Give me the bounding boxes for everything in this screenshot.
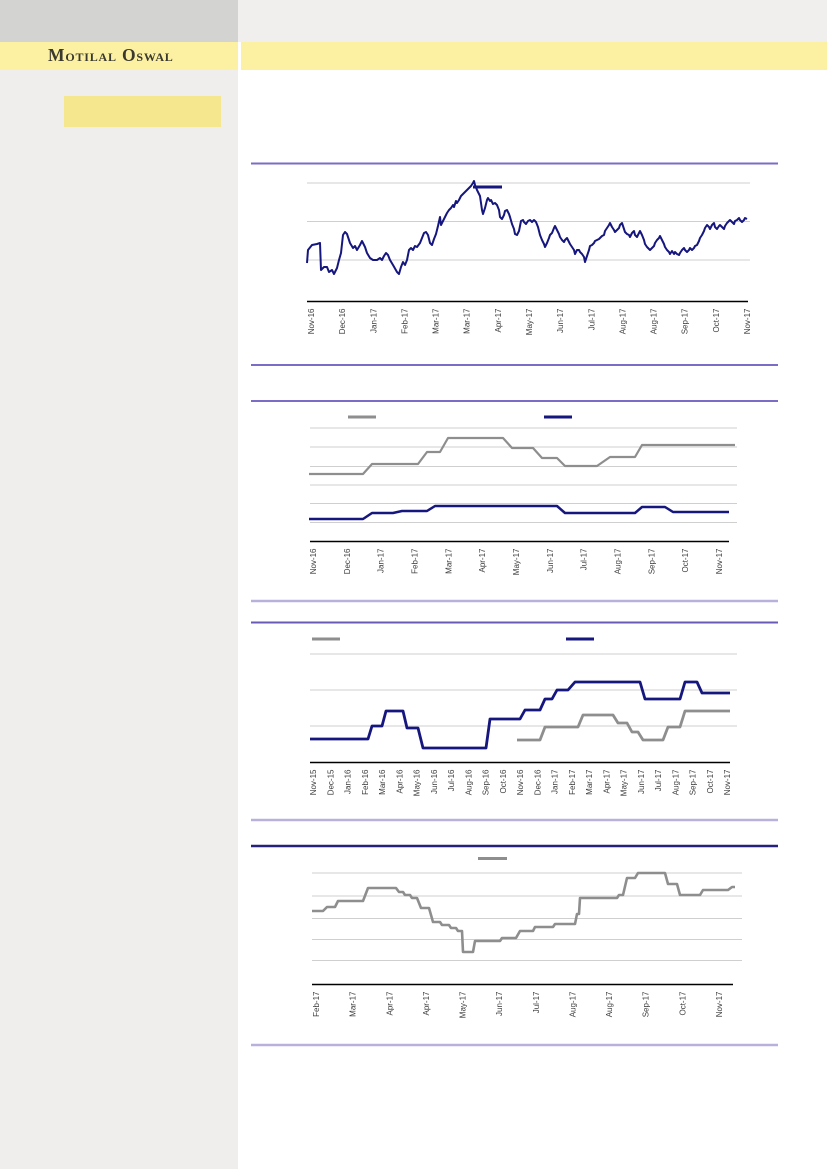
chart3-x-label: Feb-17: [568, 769, 577, 795]
chart3-x-label: Sep-16: [482, 769, 491, 795]
chart1-x-label: Apr-17: [494, 308, 503, 333]
chart4-x-label: Nov-17: [715, 991, 724, 1017]
chart3-x-label: Nov-15: [309, 769, 318, 795]
chart4-series-gray-line: [312, 871, 735, 954]
chart3-x-label: Sep-17: [689, 769, 698, 795]
chart1-series-navy-line: [306, 180, 748, 275]
chart4-x-label: Feb-17: [312, 991, 321, 1017]
chart3-x-label: Aug-17: [671, 769, 680, 795]
chart4-x-label: May-17: [459, 991, 468, 1018]
chart1-x-label: Dec-16: [338, 308, 347, 334]
chart4-x-label: Apr-17: [422, 991, 431, 1016]
chart4-x-label: Apr-17: [385, 991, 394, 1016]
chart3-x-label: Jul-16: [447, 769, 456, 791]
chart3-x-label: Jan-16: [344, 769, 353, 794]
chart2-x-label: Sep-17: [647, 548, 656, 574]
chart3-x-label: May-16: [413, 769, 422, 796]
chart3-x-label: Mar-17: [585, 769, 594, 795]
chart3-series-navy-line: [310, 680, 730, 750]
chart4-x-label: Jun-17: [495, 991, 504, 1016]
chart2-x-label: Jul-17: [580, 548, 589, 570]
chart3-x-label: Oct-16: [499, 769, 508, 794]
chart2-x-label: Jun-17: [546, 548, 555, 573]
chart3-x-label: Jun-16: [430, 769, 439, 794]
chart4-x-label: Aug-17: [605, 991, 614, 1017]
chart3-x-label: Jan-17: [551, 769, 560, 794]
chart2-x-label: Apr-17: [478, 548, 487, 573]
chart3-x-label: Apr-16: [395, 769, 404, 794]
chart2-x-label: Dec-16: [343, 548, 352, 574]
chart1-x-label: Nov-17: [743, 308, 752, 334]
chart3-x-label: Aug-16: [464, 769, 473, 795]
chart3-x-label: Mar-16: [378, 769, 387, 795]
header-top-left-block: [0, 0, 238, 42]
chart3-x-label: May-17: [620, 769, 629, 796]
brand-band-gap: [238, 42, 241, 70]
chart3-x-label: Jul-17: [654, 769, 663, 791]
chart2-x-label: May-17: [512, 548, 521, 575]
header-top-right-block: [238, 0, 827, 42]
chart1-x-label: Jun-17: [556, 308, 565, 333]
sidebar-highlight-box: [64, 96, 221, 127]
chart1-x-label: Mar-17: [432, 308, 441, 334]
chart3-x-label: Dec-15: [326, 769, 335, 795]
chart4-x-label: Aug-17: [568, 991, 577, 1017]
brand-logo-text: Motilal Oswal: [48, 45, 174, 65]
chart3-series-gray-line: [517, 709, 730, 742]
chart2-x-label: Nov-17: [715, 548, 724, 574]
chart1-x-label: Jul-17: [587, 308, 596, 330]
chart3-x-label: Apr-17: [602, 769, 611, 794]
chart2-x-label: Feb-17: [411, 548, 420, 574]
chart1-x-label: Aug-17: [618, 308, 627, 334]
chart4-x-label: Oct-17: [678, 991, 687, 1016]
chart3-x-label: Jun-17: [637, 769, 646, 794]
chart1-x-label: Jan-17: [369, 308, 378, 333]
chart2-x-label: Oct-17: [681, 548, 690, 573]
chart1-x-label: Sep-17: [681, 308, 690, 334]
chart1-x-label: Aug-17: [650, 308, 659, 334]
chart3-x-label: Feb-16: [361, 769, 370, 795]
chart3-x-label: Oct-17: [706, 769, 715, 794]
chart2-series-navy-line: [309, 504, 729, 521]
chart4-x-label: Jul-17: [532, 991, 541, 1013]
chart2-x-label: Jan-17: [377, 548, 386, 573]
chart2-x-label: Nov-16: [309, 548, 318, 574]
chart4-x-label: Sep-17: [642, 991, 651, 1017]
chart3-x-label: Nov-16: [516, 769, 525, 795]
chart4-x-label: Mar-17: [349, 991, 358, 1017]
brand-band: Motilal Oswal: [0, 42, 827, 70]
chart3-x-label: Dec-16: [533, 769, 542, 795]
chart2-x-label: Mar-17: [444, 548, 453, 574]
chart1-x-label: Oct-17: [712, 308, 721, 333]
chart1-x-label: May-17: [525, 308, 534, 335]
chart2-series-gray-line: [309, 436, 735, 476]
chart1-x-label: Mar-17: [463, 308, 472, 334]
sidebar-panel: [0, 70, 238, 1169]
chart3-x-label: Nov-17: [723, 769, 732, 795]
chart1-x-label: Feb-17: [400, 308, 409, 334]
chart1-x-label: Nov-16: [307, 308, 316, 334]
chart2-x-label: Aug-17: [614, 548, 623, 574]
